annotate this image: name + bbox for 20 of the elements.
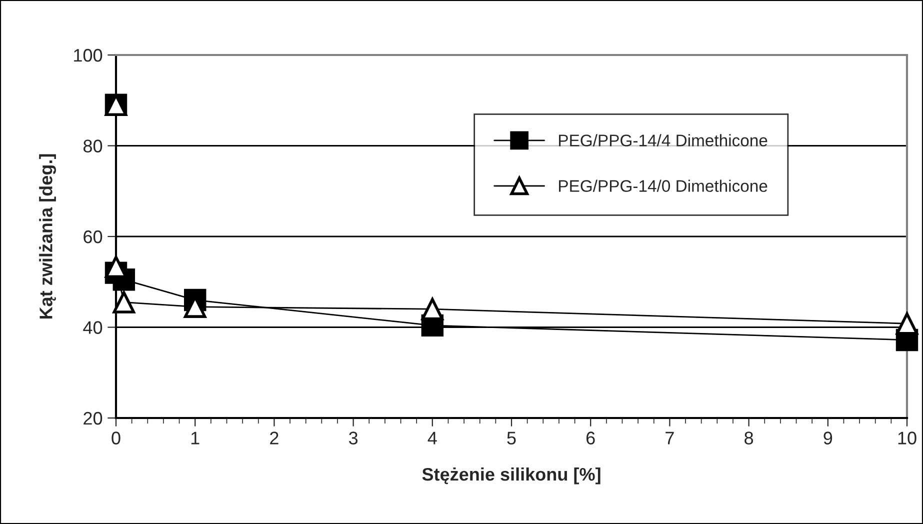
x-tick-label: 1 — [191, 432, 200, 444]
legend-label: PEG/PPG-14/4 Dimethicone — [559, 134, 768, 146]
x-tick-label: 3 — [348, 432, 358, 444]
legend-label: PEG/PPG-14/0 Dimethicone — [559, 180, 768, 192]
x-tick-label: 6 — [586, 432, 595, 444]
y-tick-label: 40 — [83, 321, 102, 334]
x-tick-label: 9 — [824, 432, 832, 444]
x-tick-label: 10 — [898, 432, 916, 444]
y-axis-title: Kąt zwilżania [deg.] — [39, 154, 56, 319]
x-tick-label: 5 — [507, 432, 516, 444]
x-tick-label: 8 — [744, 432, 754, 444]
x-tick-label: 2 — [270, 432, 278, 444]
x-axis-title: Stężenie silikonu [%] — [422, 467, 600, 484]
x-tick-label: 7 — [666, 432, 674, 444]
x-tick-label: 0 — [112, 432, 120, 444]
x-tick-label: 4 — [428, 432, 437, 444]
y-tick-label: 80 — [84, 140, 102, 152]
y-tick-label: 60 — [84, 230, 102, 244]
y-tick-label: 20 — [84, 412, 102, 425]
y-tick-label: 100 — [74, 48, 102, 62]
